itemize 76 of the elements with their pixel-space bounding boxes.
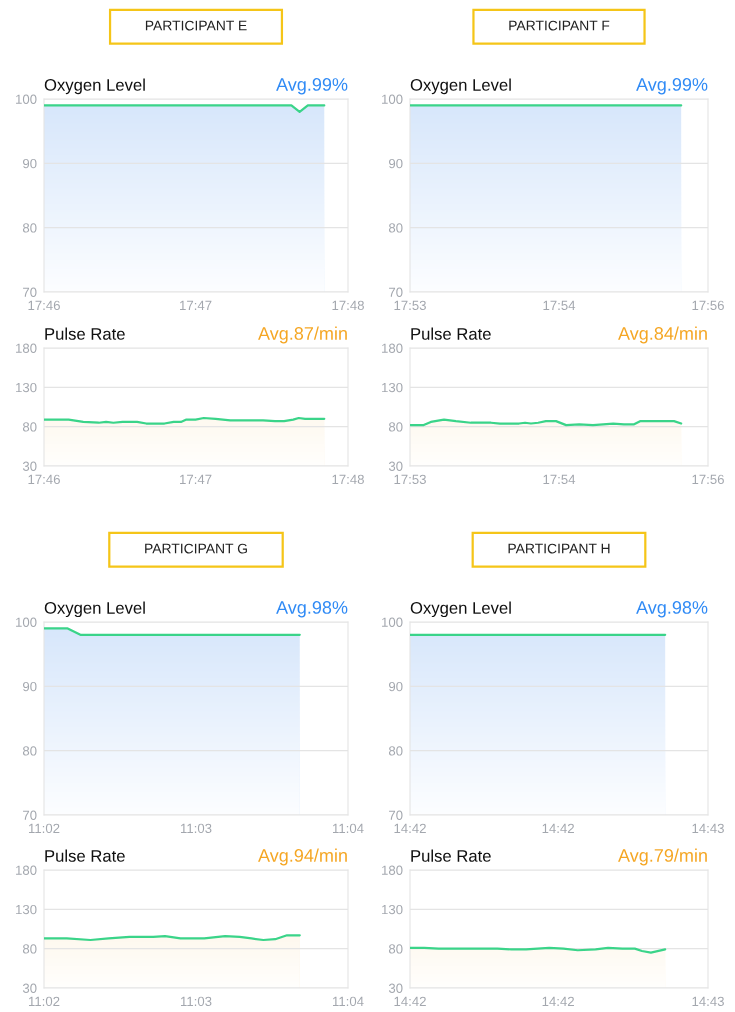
y-tick-label: 90 [23,158,37,169]
x-tick-label: 17:48 [332,474,364,485]
y-tick-label: 90 [389,681,403,692]
chart-subtitle: Avg.99% [276,78,348,95]
text: PARTICIPANT E [145,20,247,31]
chart-title: Pulse Rate [45,327,125,340]
x-tick-label: 17:46 [28,474,60,485]
chart-subtitle: Avg.98% [636,601,708,618]
text: PARTICIPANT H [508,543,610,554]
x-tick-label: 14:42 [394,996,426,1006]
y-tick-label: 80 [22,944,37,954]
y-tick-label: 130 [382,382,403,393]
x-tick-label: 17:56 [692,474,724,485]
chart-title: Oxygen Level [44,601,145,618]
chart-subtitle: Avg.87/min [258,326,347,344]
x-tick-label: 17:46 [28,300,60,311]
y-tick-label: 100 [16,94,37,104]
y-tick-label: 30 [388,461,403,471]
y-tick-label: 80 [388,422,403,432]
y-tick-label: 80 [388,223,403,233]
y-tick-label: 70 [23,287,37,297]
y-tick-label: 80 [22,223,37,233]
x-tick-label: 17:53 [394,300,426,311]
chart-subtitle: Avg.84/min [618,326,707,344]
x-tick-label: 14:43 [692,823,724,834]
y-tick-label: 70 [389,287,403,297]
x-tick-label: 17:53 [394,474,426,485]
y-tick-label: 90 [23,681,37,692]
x-tick-label: 11:02 [28,996,60,1007]
y-tick-label: 80 [388,944,403,954]
x-tick-label: 17:48 [332,300,364,311]
chart-title: Oxygen Level [44,78,145,95]
text: PARTICIPANT F [509,20,610,31]
y-tick-label: 130 [382,904,403,915]
x-tick-label: 17:47 [180,474,212,484]
y-tick-label: 80 [388,746,403,756]
y-tick-label: 130 [16,904,37,915]
y-tick-label: 180 [16,343,37,353]
y-tick-label: 180 [16,865,37,875]
chart-title: Pulse Rate [411,849,491,862]
y-tick-label: 70 [389,810,403,820]
y-tick-label: 180 [382,343,403,353]
x-tick-label: 11:04 [332,823,364,834]
y-tick-label: 70 [23,810,37,820]
x-tick-label: 17:47 [180,300,212,310]
x-tick-label: 14:42 [542,823,574,833]
x-tick-label: 11:03 [180,823,212,834]
y-tick-label: 90 [389,158,403,169]
x-tick-label: 17:56 [692,300,724,311]
y-tick-label: 100 [382,94,403,104]
x-tick-label: 14:42 [394,823,426,833]
y-tick-label: 80 [22,746,37,756]
x-tick-label: 14:42 [542,996,574,1006]
x-tick-label: 11:04 [332,996,364,1007]
chart-subtitle: Avg.99% [636,78,708,95]
x-tick-label: 14:43 [692,996,724,1007]
y-tick-label: 30 [388,983,403,993]
y-tick-label: 100 [382,617,403,627]
x-tick-label: 17:54 [543,474,576,485]
y-tick-label: 100 [16,617,37,627]
y-tick-label: 180 [382,865,403,875]
chart-subtitle: Avg.94/min [258,848,347,866]
y-tick-label: 130 [16,382,37,393]
chart-subtitle: Avg.79/min [618,848,707,866]
chart-subtitle: Avg.98% [276,601,348,618]
chart-title: Oxygen Level [410,601,511,618]
y-tick-label: 30 [22,461,37,471]
y-tick-label: 30 [22,983,37,993]
chart-title: Oxygen Level [410,78,511,95]
x-tick-label: 11:02 [28,823,60,834]
chart-title: Pulse Rate [411,327,491,340]
text: PARTICIPANT G [145,543,247,554]
chart-title: Pulse Rate [45,849,125,862]
x-tick-label: 11:03 [180,996,212,1007]
x-tick-label: 17:54 [543,300,576,311]
y-tick-label: 80 [22,422,37,432]
